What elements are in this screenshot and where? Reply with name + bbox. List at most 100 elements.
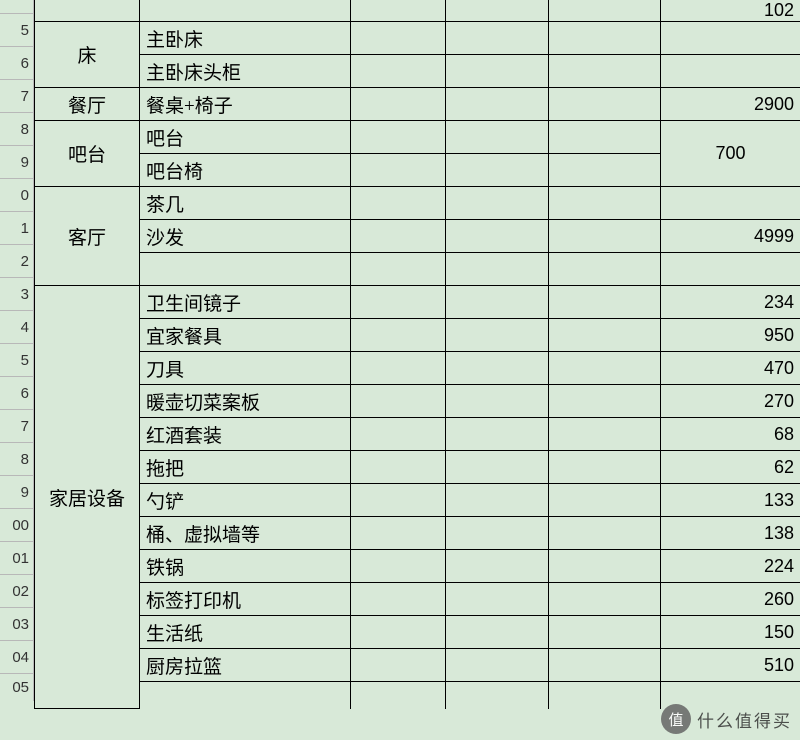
value-cell[interactable] [549,484,661,517]
row-header[interactable]: 9 [0,146,34,179]
row-header[interactable]: 3 [0,278,34,311]
value-cell[interactable] [446,550,549,583]
value-cell[interactable] [446,616,549,649]
value-cell[interactable] [351,616,446,649]
value-cell[interactable] [549,121,661,154]
value-cell[interactable] [661,253,800,286]
value-cell[interactable] [549,616,661,649]
value-cell[interactable] [446,319,549,352]
cell[interactable] [140,0,351,22]
item-cell[interactable]: 吧台椅 [140,154,351,187]
value-cell[interactable] [446,88,549,121]
value-cell[interactable] [446,22,549,55]
value-cell[interactable] [351,22,446,55]
value-cell[interactable] [446,352,549,385]
value-cell[interactable] [661,55,800,88]
value-cell[interactable]: 470 [661,352,800,385]
value-cell[interactable]: 2900 [661,88,800,121]
value-cell[interactable]: 68 [661,418,800,451]
item-cell[interactable]: 沙发 [140,220,351,253]
value-cell[interactable]: 234 [661,286,800,319]
value-cell[interactable] [661,187,800,220]
row-header[interactable]: 6 [0,377,34,410]
value-cell[interactable] [661,22,800,55]
value-cell[interactable] [351,583,446,616]
row-header[interactable]: 5 [0,14,34,47]
item-cell[interactable] [140,253,351,286]
value-cell[interactable] [351,352,446,385]
value-cell[interactable] [446,187,549,220]
row-header[interactable]: 6 [0,47,34,80]
cell[interactable] [549,682,661,709]
value-cell[interactable]: 270 [661,385,800,418]
item-cell[interactable]: 拖把 [140,451,351,484]
value-cell[interactable] [446,418,549,451]
item-cell[interactable]: 暖壶切菜案板 [140,385,351,418]
item-cell[interactable]: 主卧床 [140,22,351,55]
value-cell[interactable]: 700 [661,121,800,187]
value-cell[interactable] [549,352,661,385]
row-header[interactable]: 04 [0,641,34,674]
value-cell[interactable]: 150 [661,616,800,649]
value-cell[interactable] [549,385,661,418]
row-header[interactable]: 2 [0,245,34,278]
value-cell[interactable] [549,187,661,220]
value-cell[interactable] [351,451,446,484]
value-cell[interactable] [351,418,446,451]
value-cell[interactable]: 138 [661,517,800,550]
category-cell[interactable]: 床 [35,22,140,88]
cell[interactable] [446,0,549,22]
category-cell[interactable]: 吧台 [35,121,140,187]
item-cell[interactable]: 刀具 [140,352,351,385]
row-header[interactable]: 1 [0,212,34,245]
value-cell[interactable] [351,319,446,352]
value-cell[interactable] [446,121,549,154]
value-cell[interactable] [549,253,661,286]
row-header[interactable]: 7 [0,80,34,113]
value-cell[interactable]: 4999 [661,220,800,253]
item-cell[interactable]: 红酒套装 [140,418,351,451]
row-header[interactable] [0,0,34,14]
value-cell[interactable] [549,451,661,484]
value-cell[interactable] [549,583,661,616]
value-cell[interactable] [446,484,549,517]
row-header[interactable]: 03 [0,608,34,641]
value-cell[interactable] [549,517,661,550]
value-cell[interactable]: 950 [661,319,800,352]
item-cell[interactable]: 宜家餐具 [140,319,351,352]
value-cell[interactable] [351,187,446,220]
category-cell[interactable]: 客厅 [35,187,140,286]
cell[interactable] [446,682,549,709]
value-cell[interactable]: 133 [661,484,800,517]
value-cell[interactable]: 224 [661,550,800,583]
row-header[interactable]: 01 [0,542,34,575]
value-cell[interactable] [549,154,661,187]
value-cell[interactable] [351,286,446,319]
value-cell[interactable] [549,286,661,319]
category-cell[interactable]: 家居设备 [35,286,140,709]
item-cell[interactable]: 主卧床头柜 [140,55,351,88]
row-header[interactable]: 9 [0,476,34,509]
row-header[interactable]: 0 [0,179,34,212]
value-cell[interactable] [351,649,446,682]
value-cell[interactable] [446,154,549,187]
cell[interactable] [351,0,446,22]
row-header[interactable]: 4 [0,311,34,344]
category-cell[interactable]: 餐厅 [35,88,140,121]
value-cell[interactable] [351,484,446,517]
value-cell[interactable] [351,550,446,583]
value-cell[interactable]: 102 [661,0,800,22]
value-cell[interactable] [446,55,549,88]
row-header[interactable]: 7 [0,410,34,443]
value-cell[interactable] [351,88,446,121]
item-cell[interactable]: 桶、虚拟墙等 [140,517,351,550]
value-cell[interactable] [351,55,446,88]
row-header[interactable]: 05 [0,674,34,701]
value-cell[interactable] [446,385,549,418]
value-cell[interactable] [549,88,661,121]
value-cell[interactable] [549,22,661,55]
item-cell[interactable]: 生活纸 [140,616,351,649]
value-cell[interactable] [549,550,661,583]
value-cell[interactable]: 260 [661,583,800,616]
item-cell[interactable]: 卫生间镜子 [140,286,351,319]
